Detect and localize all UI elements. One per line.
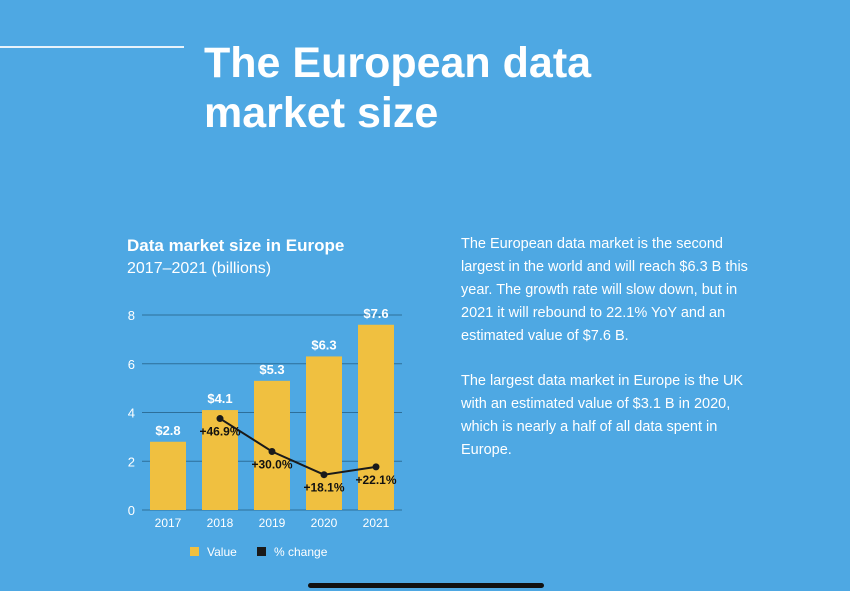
percent-change-label-2019: +30.0% <box>251 458 292 472</box>
bar-2017 <box>150 441 186 510</box>
y-tick-label-4: 4 <box>128 406 135 421</box>
percent-change-point-2019 <box>268 448 276 455</box>
bar-2020 <box>306 356 342 510</box>
page-title: The European data market size <box>204 38 591 138</box>
chart-subtitle: 2017–2021 (billions) <box>127 260 272 277</box>
x-tick-label-2021: 2021 <box>363 516 390 530</box>
legend-value-swatch <box>190 547 199 556</box>
legend-value-label: Value <box>207 545 237 559</box>
title-divider <box>0 46 184 48</box>
x-tick-label-2020: 2020 <box>311 516 338 530</box>
description-paragraph-2: The largest data market in Europe is the… <box>461 373 744 458</box>
percent-change-label-2020: +18.1% <box>303 481 344 495</box>
percent-change-label-2021: +22.1% <box>355 473 396 487</box>
y-tick-label-2: 2 <box>128 454 135 469</box>
legend-percent-change-swatch <box>257 547 266 556</box>
bar-value-label-2018: $4.1 <box>207 391 232 406</box>
bar-chart: 0 2 4 6 8 $2.8 $4.1 $5.3 $6.3 $7.6 2017 2018 2019 202… <box>128 306 402 559</box>
bar-2021 <box>358 324 394 510</box>
home-indicator <box>308 583 544 588</box>
x-tick-label-2019: 2019 <box>259 516 286 530</box>
percent-change-line <box>219 417 377 476</box>
bar-value-label-2020: $6.3 <box>311 337 336 352</box>
y-tick-label-0: 0 <box>128 503 135 518</box>
chart-title: Data market size in Europe <box>127 236 345 255</box>
page-title-line1: The European data <box>204 39 592 87</box>
bar-value-label-2017: $2.8 <box>155 423 180 438</box>
x-tick-label-2018: 2018 <box>207 516 234 530</box>
bar-value-label-2021: $7.6 <box>363 306 388 321</box>
bar-value-label-2019: $5.3 <box>259 362 284 377</box>
bar-2019 <box>254 380 290 510</box>
percent-change-label-2018: +46.9% <box>199 425 240 439</box>
y-tick-label-8: 8 <box>128 308 135 323</box>
percent-change-point-2020 <box>320 471 328 479</box>
percent-change-point-2021 <box>372 463 380 471</box>
page-title-line2: market size <box>204 89 439 137</box>
y-tick-label-6: 6 <box>128 357 135 372</box>
percent-change-point-2018 <box>216 415 224 423</box>
x-tick-label-2017: 2017 <box>155 516 182 530</box>
description-paragraph-1: The European data market is the second l… <box>461 236 748 344</box>
legend-percent-change-label: % change <box>274 545 328 559</box>
